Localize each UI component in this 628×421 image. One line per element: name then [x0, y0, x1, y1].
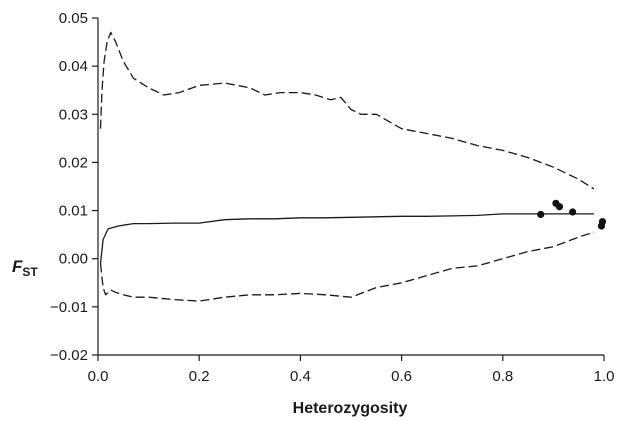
y-tick-label: −0.01 — [50, 299, 88, 316]
y-tick-label: −0.02 — [50, 347, 88, 364]
series-line-3 — [99, 231, 595, 302]
y-axis-title-subscript: ST — [22, 265, 38, 279]
y-axis-title: FST — [12, 257, 38, 279]
x-tick-label: 0.8 — [492, 368, 513, 385]
data-point — [537, 210, 545, 219]
y-axis-title-main: F — [12, 257, 23, 276]
tick-labels: 0.05 0.04 0.03 0.02 0.01 0.00 −0.01 −0.020.0 0.2… — [50, 10, 614, 385]
axes — [92, 17, 605, 361]
x-tick-label: 1.0 — [594, 368, 615, 385]
y-tick-label: 0.04 — [59, 58, 88, 75]
x-tick-label: 0.0 — [88, 368, 109, 385]
series-line-1 — [99, 31, 595, 190]
y-tick-label: 0.05 — [59, 10, 88, 27]
x-tick-label: 0.4 — [290, 368, 311, 385]
y-tick-label: 0.00 — [59, 251, 88, 268]
y-tick-label: 0.01 — [59, 203, 88, 220]
points-group — [537, 199, 607, 230]
x-axis-title: Heterozygosity — [293, 400, 408, 417]
data-point — [598, 218, 607, 226]
data-point — [569, 208, 577, 216]
y-tick-label: 0.03 — [59, 106, 88, 123]
data-point — [555, 203, 564, 211]
series-group — [99, 31, 595, 302]
y-tick-label: 0.02 — [59, 154, 88, 171]
x-tick-label: 0.6 — [391, 368, 412, 385]
x-tick-label: 0.2 — [189, 368, 210, 385]
series-line-2 — [99, 213, 594, 264]
